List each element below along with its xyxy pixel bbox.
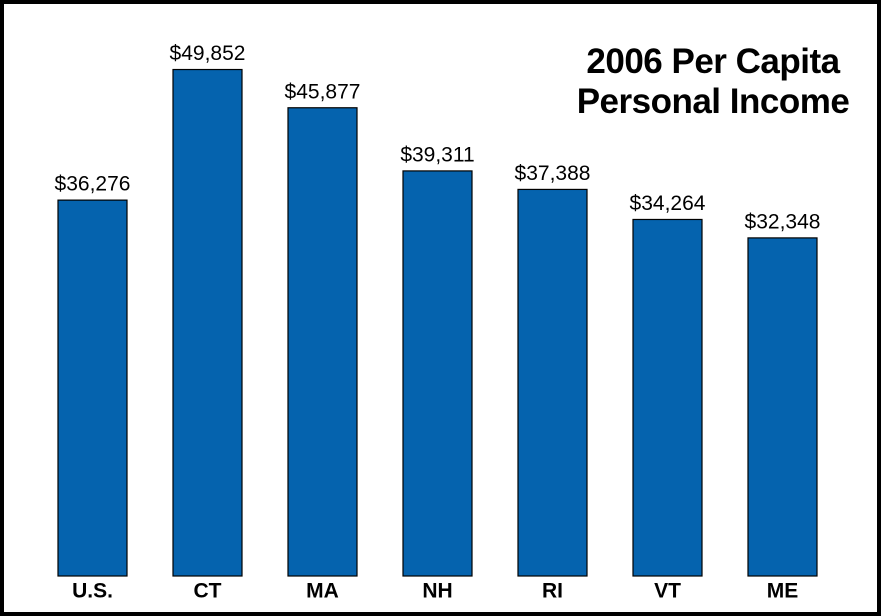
value-label: $37,388 bbox=[515, 162, 591, 185]
bar bbox=[57, 199, 128, 577]
x-tick-label: MA bbox=[306, 580, 339, 603]
x-tick-label: CT bbox=[194, 580, 222, 603]
value-label: $34,264 bbox=[630, 192, 706, 215]
value-label: $32,348 bbox=[745, 210, 821, 233]
x-tick-label: RI bbox=[542, 580, 563, 603]
x-tick-label: U.S. bbox=[72, 580, 113, 603]
bar bbox=[632, 218, 703, 577]
chart-title: 2006 Per Capita Personal Income bbox=[576, 42, 850, 121]
value-label: $49,852 bbox=[170, 42, 246, 65]
x-tick-label: NH bbox=[422, 580, 452, 603]
bar bbox=[402, 170, 473, 577]
x-tick-label: VT bbox=[654, 580, 681, 603]
value-label: $45,877 bbox=[285, 80, 361, 103]
bar bbox=[287, 107, 358, 577]
value-label: $36,276 bbox=[55, 173, 131, 196]
bar bbox=[517, 188, 588, 577]
x-tick-label: ME bbox=[767, 580, 799, 603]
value-label: $39,311 bbox=[400, 143, 474, 166]
bar bbox=[747, 237, 818, 577]
bar bbox=[172, 68, 243, 577]
